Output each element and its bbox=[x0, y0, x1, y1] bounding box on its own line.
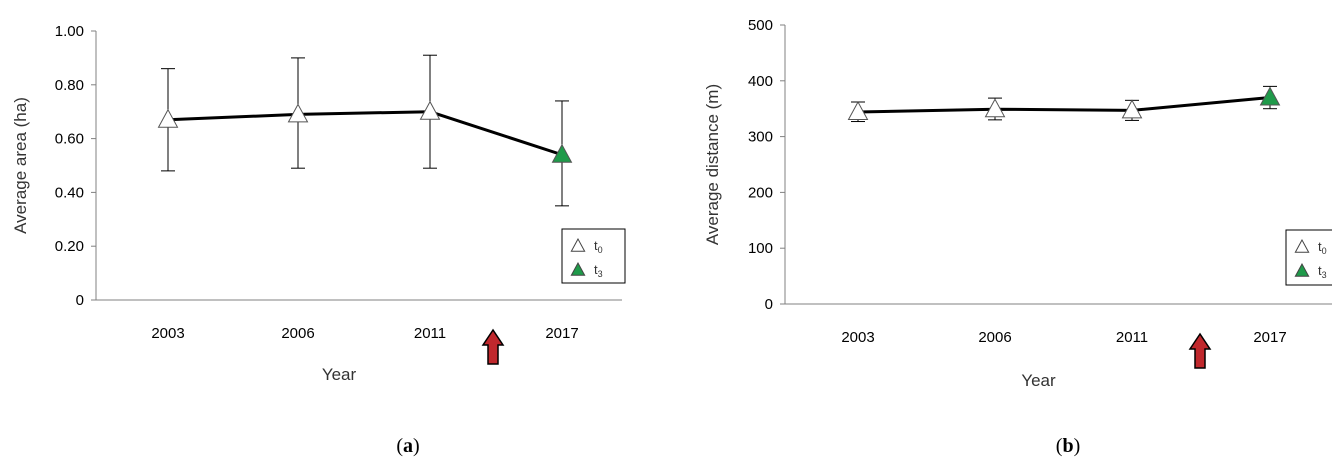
y-tick-label: 500 bbox=[748, 17, 773, 34]
x-tick-label: 2011 bbox=[414, 325, 446, 342]
legend-marker bbox=[1294, 238, 1310, 253]
y-tick-label: 100 bbox=[748, 240, 773, 257]
y-tick-label: 0.40 bbox=[55, 184, 84, 201]
y-tick-label: 400 bbox=[748, 73, 773, 90]
x-tick-label: 2017 bbox=[1253, 329, 1286, 346]
caption-a-letter: a bbox=[403, 435, 413, 457]
legend-label: t3 bbox=[594, 262, 603, 279]
legend-label-sub: 0 bbox=[1322, 246, 1327, 256]
caption-a: (a) bbox=[396, 435, 419, 457]
intervention-arrow-icon bbox=[481, 328, 505, 365]
y-tick-label: 0 bbox=[765, 296, 773, 313]
caption-b-letter: b bbox=[1062, 435, 1073, 457]
legend-label-sub: 3 bbox=[1322, 270, 1327, 280]
y-tick-label: 0.80 bbox=[55, 77, 84, 94]
legend-marker bbox=[570, 261, 586, 276]
panel-b: 0 100 200 300 400 500 2003 2006 2011 2017 Year Aver… bbox=[703, 17, 1332, 390]
data-point-marker bbox=[157, 108, 179, 128]
data-point-marker bbox=[551, 143, 573, 163]
data-point-marker bbox=[1121, 99, 1143, 119]
caption-b: (b) bbox=[1056, 435, 1080, 457]
data-point-marker bbox=[847, 100, 869, 121]
x-tick-label: 2006 bbox=[978, 329, 1011, 346]
data-point-marker bbox=[287, 103, 309, 123]
x-tick-label: 2003 bbox=[841, 329, 874, 346]
series-line bbox=[167, 110, 563, 157]
series-line bbox=[857, 96, 1271, 114]
y-tick-label: 1.00 bbox=[55, 23, 84, 40]
y-tick-label: 200 bbox=[748, 184, 773, 201]
y-tick-label: 0 bbox=[76, 292, 84, 309]
x-axis-title: Year bbox=[1021, 371, 1056, 390]
x-tick-label: 2011 bbox=[1116, 329, 1148, 346]
legend-label-main: t bbox=[594, 262, 598, 277]
legend-label-sub: 0 bbox=[598, 245, 603, 255]
y-tick-label: 0.60 bbox=[55, 131, 84, 148]
legend-box bbox=[1285, 229, 1332, 286]
x-tick-label: 2006 bbox=[281, 325, 314, 342]
legend-label: t0 bbox=[594, 238, 603, 255]
legend-label-main: t bbox=[594, 238, 598, 253]
legend-marker bbox=[1294, 262, 1310, 277]
data-point-marker bbox=[984, 98, 1006, 118]
legend-label: t0 bbox=[1318, 239, 1327, 256]
legend-label: t3 bbox=[1318, 263, 1327, 280]
x-tick-label: 2003 bbox=[151, 325, 184, 342]
x-axis-title: Year bbox=[322, 365, 357, 384]
intervention-arrow-icon bbox=[1188, 332, 1212, 369]
data-point-marker bbox=[419, 100, 441, 120]
legend-marker bbox=[570, 237, 586, 252]
y-tick-label: 0.20 bbox=[55, 238, 84, 255]
y-tick-label: 300 bbox=[748, 129, 773, 146]
legend-label-sub: 3 bbox=[598, 269, 603, 279]
panel-a: 0 0.20 0.40 0.60 0.80 1.00 2003 2006 2011 2017 Yea… bbox=[11, 23, 626, 384]
y-axis-title: Average area (ha) bbox=[11, 97, 30, 234]
x-tick-label: 2017 bbox=[545, 325, 578, 342]
legend-label-main: t bbox=[1318, 263, 1322, 278]
data-point-marker bbox=[1259, 86, 1281, 106]
y-axis-title: Average distance (m) bbox=[703, 84, 722, 245]
legend-label-main: t bbox=[1318, 239, 1322, 254]
